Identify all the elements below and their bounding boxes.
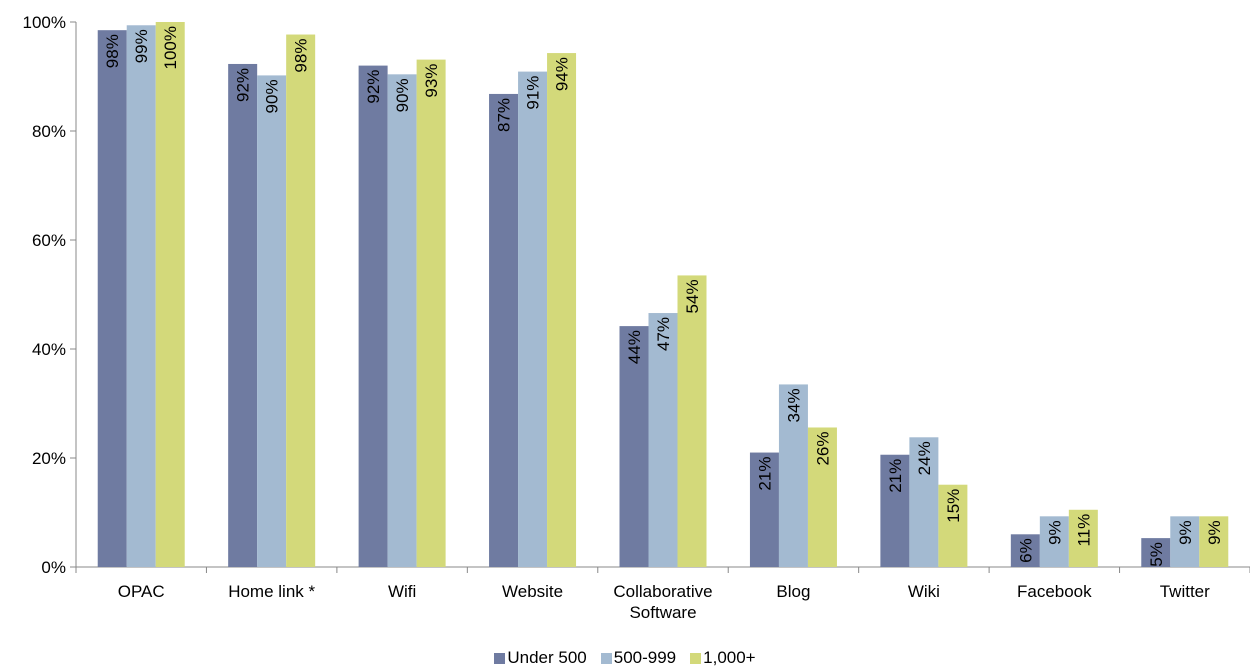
bar xyxy=(518,71,548,567)
bar xyxy=(126,25,156,567)
legend-item: 1,000+ xyxy=(690,648,756,668)
legend-label: 500-999 xyxy=(613,648,677,667)
data-label: 91% xyxy=(524,76,543,110)
data-label: 21% xyxy=(755,457,774,491)
data-label: 100% xyxy=(161,26,180,69)
bar xyxy=(387,74,417,567)
bar xyxy=(547,53,577,567)
bar xyxy=(97,30,127,568)
data-label: 21% xyxy=(886,459,905,493)
legend-swatch xyxy=(690,652,702,664)
legend: Under 500 500-999 1,000+ xyxy=(0,648,1250,668)
data-label: 11% xyxy=(1074,514,1093,547)
category-label: Home link * xyxy=(228,582,315,601)
bar xyxy=(1141,538,1171,567)
bar xyxy=(1068,509,1098,567)
data-label: 94% xyxy=(553,57,572,91)
data-label: 90% xyxy=(263,79,282,113)
data-label: 9% xyxy=(1176,520,1195,545)
bar xyxy=(677,275,707,567)
y-tick-label: 40% xyxy=(32,340,66,359)
category-label: Twitter xyxy=(1160,582,1210,601)
bar xyxy=(1170,516,1200,567)
data-label: 26% xyxy=(813,431,832,465)
y-tick-label: 80% xyxy=(32,122,66,141)
data-label: 6% xyxy=(1016,538,1035,563)
category-label: Collaborative Software xyxy=(613,582,712,622)
data-label: 99% xyxy=(132,29,151,63)
bar xyxy=(880,454,910,567)
data-label: 93% xyxy=(422,64,441,98)
data-label: 15% xyxy=(944,489,963,523)
bar xyxy=(938,484,968,567)
data-label: 44% xyxy=(625,330,644,364)
data-label: 47% xyxy=(654,317,673,351)
legend-item: Under 500 xyxy=(494,648,587,668)
data-label: 5% xyxy=(1147,542,1166,567)
bar xyxy=(155,22,185,567)
legend-label: Under 500 xyxy=(507,648,587,667)
legend-swatch xyxy=(600,652,612,664)
data-label: 98% xyxy=(292,39,311,73)
y-tick-label: 60% xyxy=(32,231,66,250)
bar xyxy=(286,34,316,568)
data-label: 24% xyxy=(915,441,934,475)
bar xyxy=(416,59,446,567)
category-label: Wifi xyxy=(388,582,416,601)
bar xyxy=(749,452,779,567)
data-label: 9% xyxy=(1205,520,1224,545)
bar xyxy=(228,63,258,568)
data-label: 90% xyxy=(393,78,412,112)
legend-label: 1,000+ xyxy=(703,648,756,667)
y-tick-label: 100% xyxy=(23,13,66,32)
y-tick-label: 0% xyxy=(41,558,66,577)
bar xyxy=(1199,516,1229,567)
data-label: 92% xyxy=(364,70,383,104)
category-label: OPAC xyxy=(118,582,165,601)
category-label: Website xyxy=(502,582,563,601)
bars xyxy=(97,22,1229,568)
bar xyxy=(257,75,287,567)
bar-chart: 0% 20% 40% 60% 80% 100% OPAC Home link * Wifi We… xyxy=(23,13,1250,622)
data-label: 34% xyxy=(784,388,803,422)
bar xyxy=(619,326,649,567)
legend-item: 500-999 xyxy=(600,648,677,668)
bar xyxy=(909,437,939,567)
data-label: 9% xyxy=(1045,520,1064,545)
data-label: 54% xyxy=(683,279,702,313)
bar xyxy=(358,65,388,567)
bar xyxy=(648,313,678,567)
labels: OPAC Home link * Wifi Website Collaborative S… xyxy=(103,26,1224,622)
data-label: 87% xyxy=(495,98,514,132)
bar xyxy=(1010,534,1040,567)
bar xyxy=(778,384,808,567)
category-label: Blog xyxy=(776,582,810,601)
category-label: Wiki xyxy=(908,582,940,601)
data-label: 92% xyxy=(234,68,253,102)
bar xyxy=(489,93,519,567)
bar xyxy=(1039,516,1069,567)
data-label: 98% xyxy=(103,34,122,68)
legend-swatch xyxy=(494,652,506,664)
y-tick-label: 20% xyxy=(32,449,66,468)
bar xyxy=(807,427,837,567)
category-label: Facebook xyxy=(1017,582,1092,601)
